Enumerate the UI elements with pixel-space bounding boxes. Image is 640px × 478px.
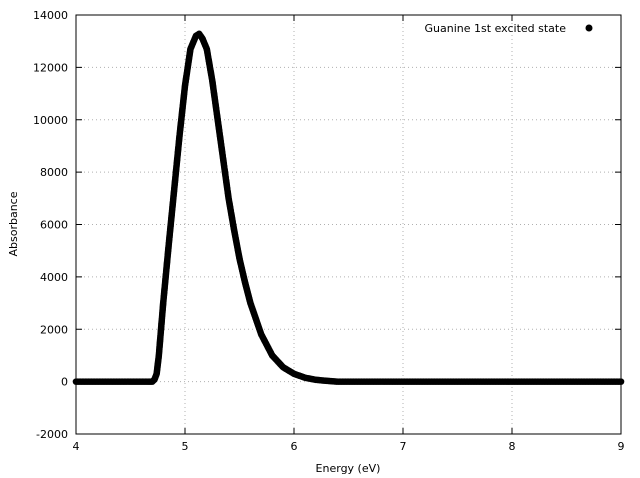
y-axis-label: Absorbance	[7, 191, 20, 256]
legend-marker	[585, 24, 593, 32]
y-tick-label: 14000	[33, 9, 68, 22]
x-tick-label: 5	[182, 440, 189, 453]
y-tick-label: 8000	[40, 166, 68, 179]
x-tick-label: 4	[73, 440, 80, 453]
y-tick-label: 6000	[40, 219, 68, 232]
x-tick-label: 6	[291, 440, 298, 453]
y-tick-label: 12000	[33, 61, 68, 74]
y-tick-label: 0	[61, 376, 68, 389]
data-series	[72, 30, 625, 385]
x-tick-label: 8	[509, 440, 516, 453]
x-tick-label: 7	[400, 440, 407, 453]
y-tick-label: -2000	[36, 428, 68, 441]
legend-label: Guanine 1st excited state	[425, 22, 567, 35]
y-tick-labels: -2000 0 2000 4000 6000 8000 10000 12000 14000	[33, 9, 68, 441]
axis-ticks	[75, 14, 622, 435]
data-point	[617, 378, 625, 385]
x-tick-labels: 4 5 6 7 8 9	[73, 440, 625, 453]
legend: Guanine 1st excited state	[425, 22, 593, 35]
x-axis-label: Energy (eV)	[316, 462, 381, 475]
y-tick-label: 2000	[40, 323, 68, 336]
x-tick-label: 9	[618, 440, 625, 453]
y-tick-label: 10000	[33, 114, 68, 127]
y-tick-label: 4000	[40, 271, 68, 284]
